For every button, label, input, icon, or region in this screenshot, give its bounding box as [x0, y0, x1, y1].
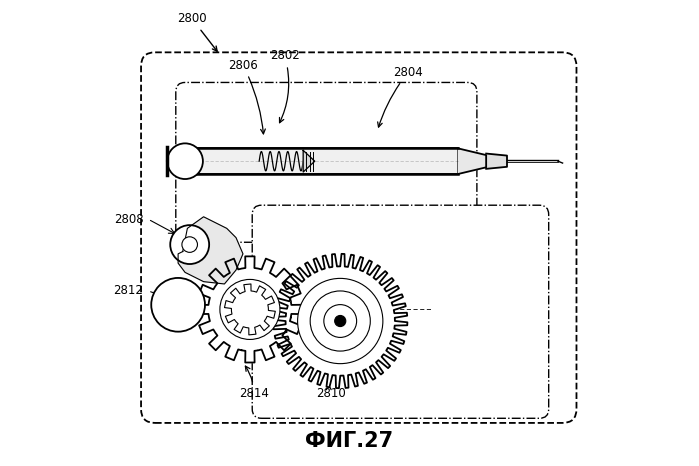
Circle shape	[324, 305, 356, 337]
Polygon shape	[273, 254, 408, 388]
Bar	[189, 149, 459, 174]
Polygon shape	[459, 149, 486, 174]
Text: 2802: 2802	[270, 49, 300, 123]
Circle shape	[182, 237, 198, 253]
FancyBboxPatch shape	[175, 82, 477, 242]
Text: 2800: 2800	[177, 12, 217, 51]
Polygon shape	[197, 256, 303, 363]
Text: 2804: 2804	[377, 66, 424, 127]
Circle shape	[151, 278, 205, 332]
FancyBboxPatch shape	[252, 205, 549, 418]
Circle shape	[167, 144, 203, 179]
Text: ФИГ.27: ФИГ.27	[305, 432, 394, 452]
Circle shape	[310, 291, 370, 351]
Text: 2806: 2806	[228, 59, 266, 134]
Polygon shape	[303, 151, 315, 172]
Text: 2808: 2808	[114, 212, 143, 226]
Text: 2812: 2812	[113, 284, 143, 297]
Polygon shape	[224, 284, 275, 335]
FancyBboxPatch shape	[141, 52, 577, 423]
Text: 2810: 2810	[316, 384, 346, 400]
Polygon shape	[178, 217, 243, 284]
Circle shape	[335, 315, 346, 327]
Circle shape	[232, 292, 268, 327]
Text: 2814: 2814	[240, 366, 270, 400]
Circle shape	[220, 280, 280, 339]
Circle shape	[298, 278, 383, 363]
Polygon shape	[486, 154, 507, 169]
Circle shape	[171, 225, 209, 264]
